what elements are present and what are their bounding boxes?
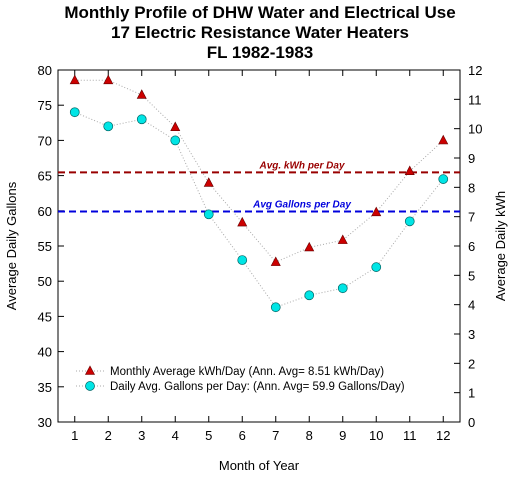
- y-left-tick-label: 55: [38, 239, 52, 254]
- reference-lines: Avg. kWh per Day Avg Gallons per Day: [58, 160, 460, 213]
- reference-line-label: Avg. kWh per Day: [258, 160, 344, 171]
- y-axis-left: 30 35 40 45 50 55 60 65 70 75 80: [38, 63, 64, 430]
- gallons-point: [304, 290, 315, 301]
- x-tick-label: 10: [369, 428, 383, 443]
- gallons-point: [237, 255, 248, 265]
- gallons-point: [438, 174, 449, 184]
- y-left-tick-label: 30: [38, 415, 52, 430]
- y-right-tick-label: 12: [468, 63, 482, 78]
- y-axis-left-label: Average Daily Gallons: [4, 181, 19, 310]
- x-tick-label: 9: [339, 428, 346, 443]
- y-left-tick-label: 40: [38, 345, 52, 360]
- kwh-point: [103, 74, 114, 85]
- x-tick-label: 4: [172, 428, 179, 443]
- gallons-point: [103, 121, 114, 132]
- x-axis-label: Month of Year: [219, 458, 300, 473]
- x-tick-label: 7: [272, 428, 279, 443]
- kwh-point: [203, 177, 214, 187]
- y-right-tick-label: 11: [468, 92, 482, 107]
- y-right-tick-label: 4: [468, 298, 475, 313]
- kwh-point: [337, 234, 348, 244]
- gallons-point: [404, 216, 415, 227]
- y-right-tick-label: 3: [468, 327, 475, 342]
- y-right-tick-label: 2: [468, 356, 475, 371]
- chart-title-line-1: Monthly Profile of DHW Water and Electri…: [64, 3, 455, 22]
- y-right-tick-label: 8: [468, 180, 475, 195]
- gallons-point: [270, 302, 281, 313]
- gallons-point: [69, 107, 80, 118]
- kwh-point: [404, 165, 415, 175]
- x-tick-label: 3: [138, 428, 145, 443]
- y-left-tick-label: 50: [38, 274, 52, 289]
- kwh-point: [69, 74, 80, 85]
- x-tick-label: 5: [205, 428, 212, 443]
- legend-entry-label: Daily Avg. Gallons per Day: (Ann. Avg= 5…: [110, 381, 405, 393]
- legend-entry-label: Monthly Average kWh/Day (Ann. Avg= 8.51 …: [110, 366, 384, 378]
- series-layer: [69, 74, 449, 313]
- y-left-tick-label: 60: [38, 204, 52, 219]
- y-left-tick-label: 80: [38, 63, 52, 78]
- gallons-point: [170, 135, 181, 146]
- gallons-point: [136, 114, 147, 125]
- legend-kwh-marker: [85, 365, 95, 375]
- kwh-point: [237, 216, 248, 227]
- kwh-point: [304, 241, 315, 252]
- y-left-tick-label: 65: [38, 169, 52, 184]
- y-right-tick-label: 1: [468, 386, 475, 401]
- kwh-point: [270, 256, 281, 266]
- legend: Monthly Average kWh/Day (Ann. Avg= 8.51 …: [76, 365, 405, 393]
- y-right-tick-label: 9: [468, 151, 475, 166]
- y-left-tick-label: 45: [38, 309, 52, 324]
- series-line: [74, 79, 444, 263]
- reference-line-label: Avg Gallons per Day: [252, 200, 351, 211]
- x-axis: 1 2 3 4 5 6 7 8 9 10 11 12: [71, 70, 450, 443]
- chart-title-line-2: 17 Electric Resistance Water Heaters: [111, 23, 409, 42]
- y-right-tick-label: 0: [468, 415, 475, 430]
- kwh-point: [136, 89, 147, 99]
- chart-title-line-3: FL 1982-1983: [207, 43, 313, 62]
- y-right-tick-label: 6: [468, 239, 475, 254]
- y-left-tick-label: 75: [38, 98, 52, 113]
- gallons-point: [337, 283, 348, 294]
- y-left-tick-label: 70: [38, 133, 52, 148]
- x-tick-label: 6: [239, 428, 246, 443]
- x-tick-label: 11: [403, 428, 417, 443]
- gallons-point: [371, 262, 382, 272]
- x-tick-label: 1: [71, 428, 78, 443]
- kwh-point: [438, 134, 449, 145]
- y-right-tick-label: 7: [468, 210, 475, 225]
- x-tick-label: 8: [306, 428, 313, 443]
- y-left-tick-label: 35: [38, 380, 52, 395]
- series-line: [74, 111, 444, 308]
- y-right-tick-label: 10: [468, 122, 482, 137]
- x-tick-label: 12: [436, 428, 450, 443]
- kwh-point: [170, 121, 181, 131]
- y-right-tick-label: 5: [468, 268, 475, 283]
- kwh-point: [371, 206, 382, 217]
- x-tick-label: 2: [105, 428, 112, 443]
- y-axis-right-label: Average Daily kWh: [493, 191, 508, 301]
- legend-gallons-marker: [85, 381, 95, 391]
- gallons-point: [203, 209, 214, 220]
